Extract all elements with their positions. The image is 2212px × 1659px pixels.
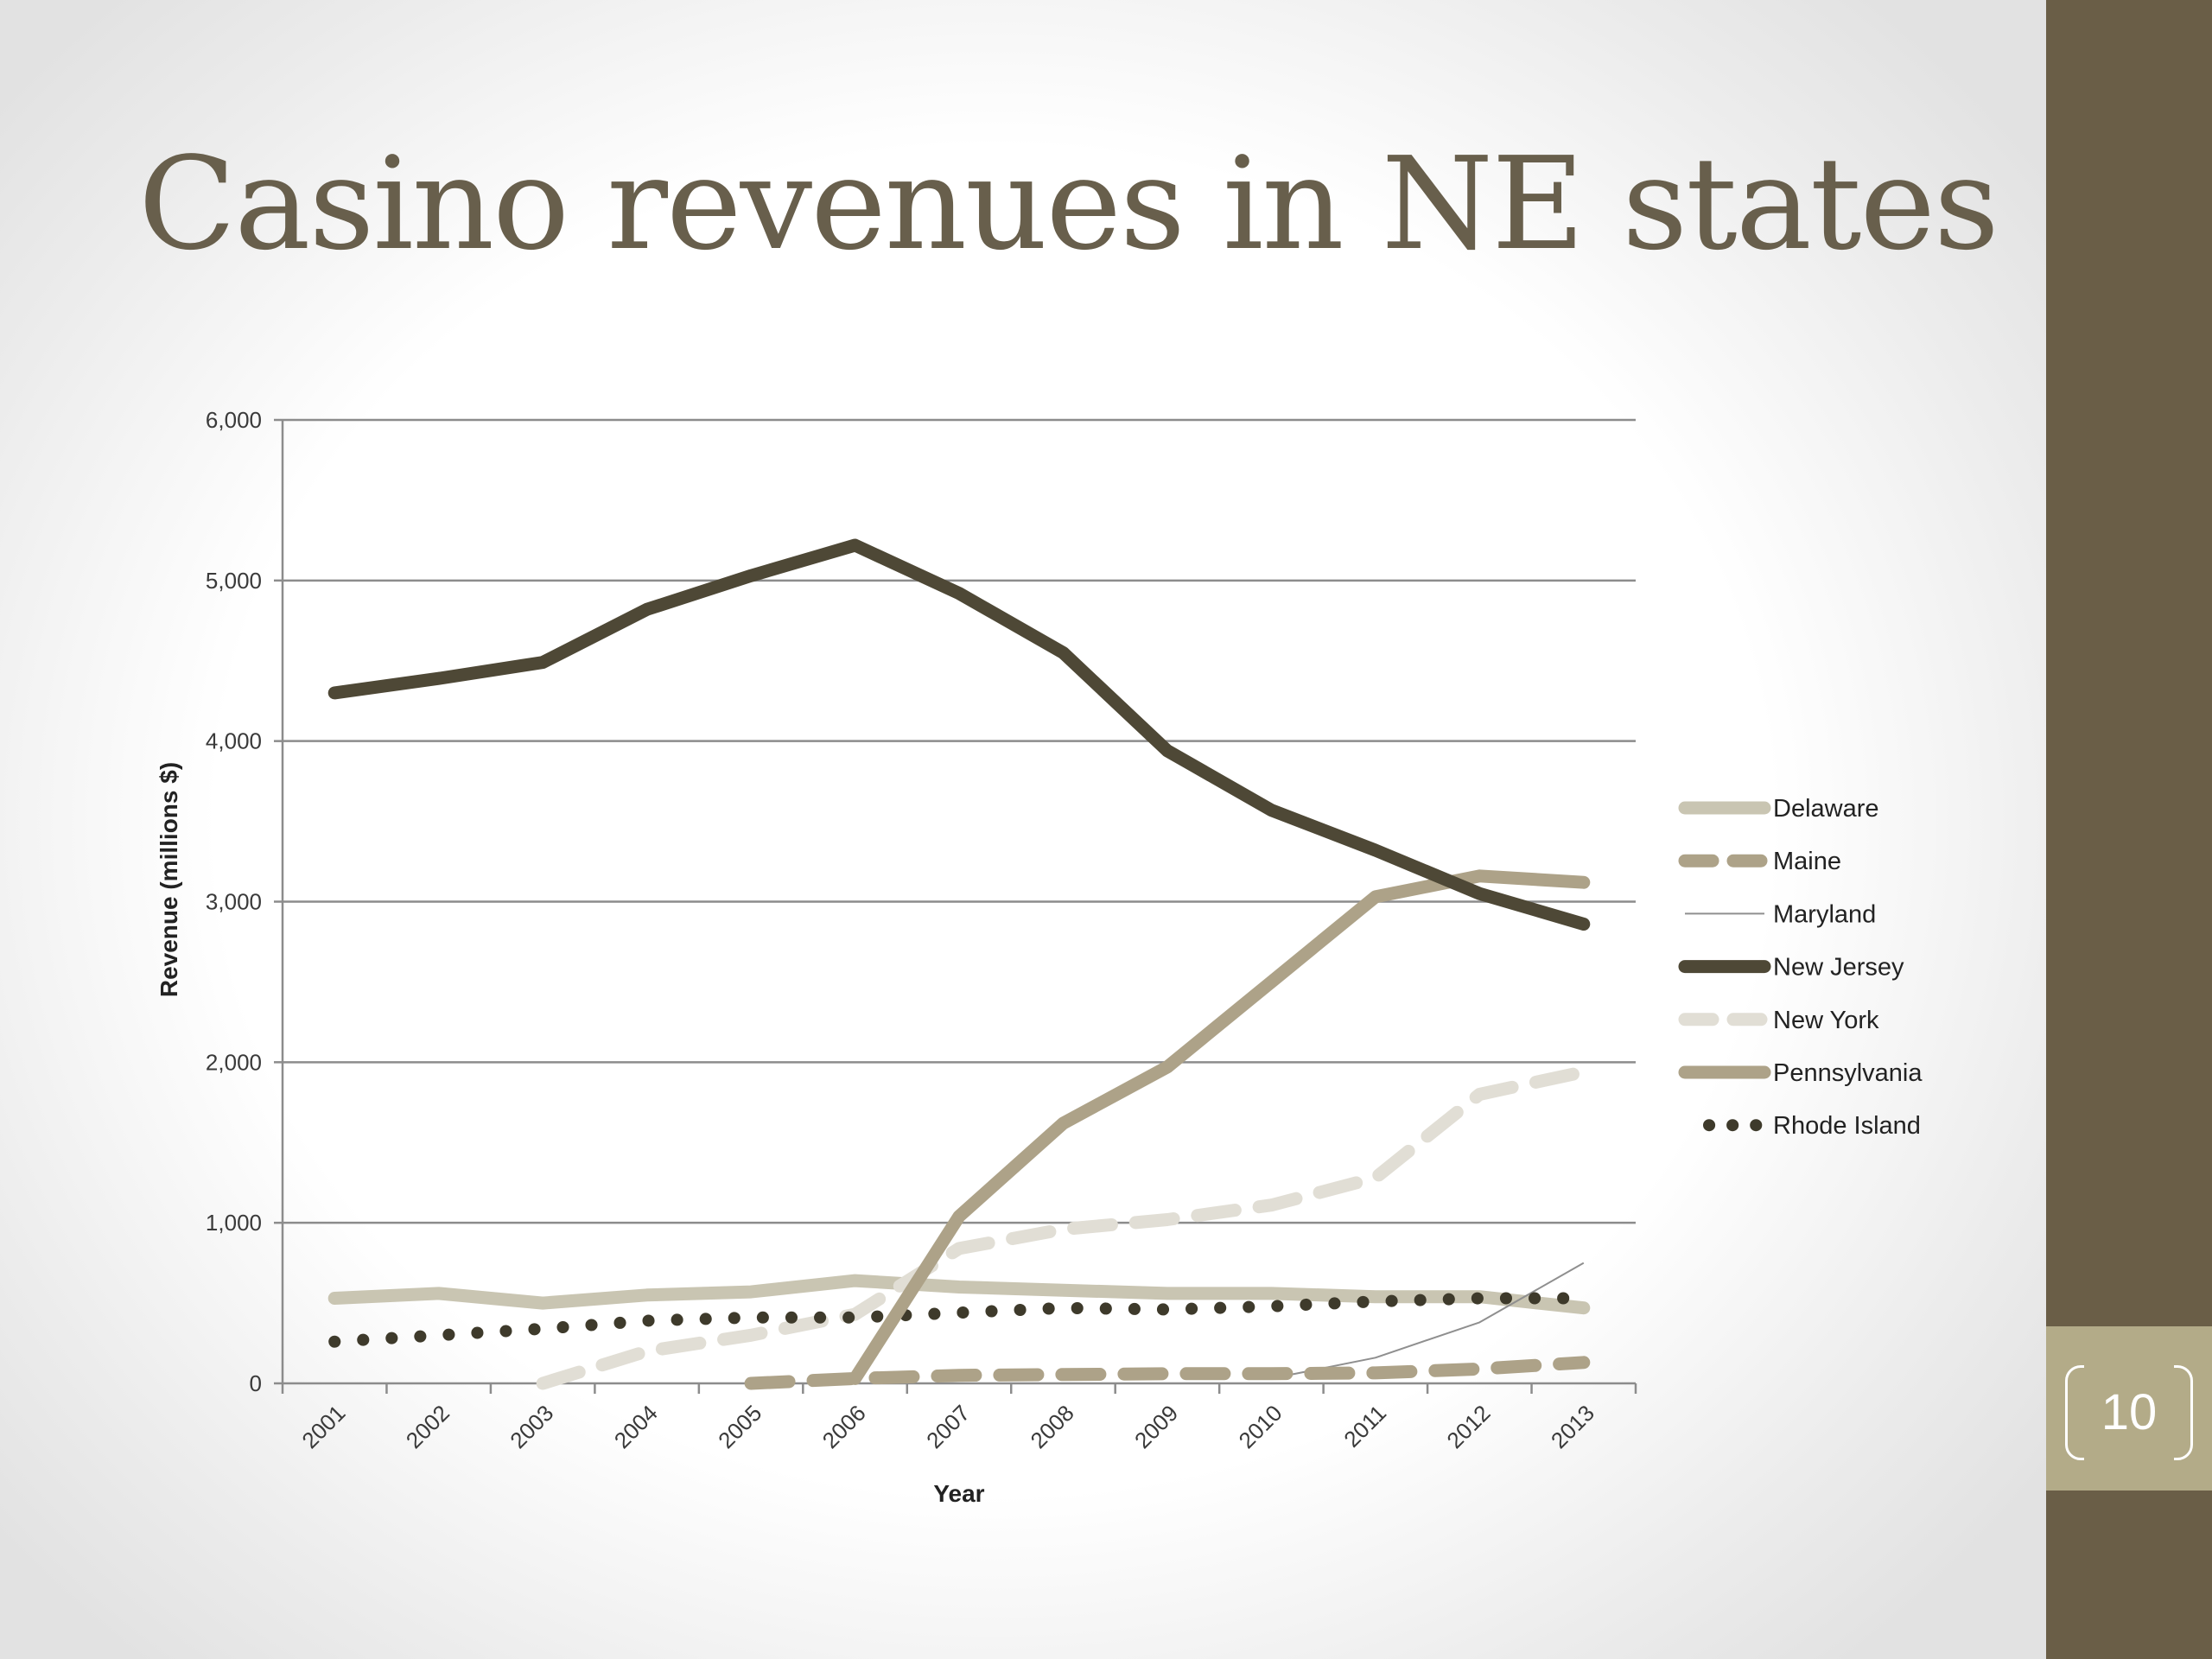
legend-label: New York bbox=[1773, 1007, 1879, 1034]
x-tick-label: 2002 bbox=[401, 1400, 454, 1453]
axes bbox=[274, 418, 1637, 1394]
y-tick-label: 2,000 bbox=[206, 1049, 262, 1075]
slide-title: Casino revenues in NE states bbox=[138, 130, 1999, 278]
x-tick-label: 2003 bbox=[505, 1400, 558, 1453]
legend-label: Delaware bbox=[1773, 795, 1879, 823]
line-chart: 0 1,000 2,000 3,000 4,000 5,000 6,000 2001 2002… bbox=[156, 407, 1923, 1507]
y-tick-label: 0 bbox=[250, 1370, 262, 1396]
x-tick-label: 2004 bbox=[609, 1400, 663, 1453]
gridlines bbox=[283, 418, 1636, 1224]
y-tick-label: 6,000 bbox=[206, 407, 262, 433]
x-tick-label: 2012 bbox=[1441, 1400, 1495, 1453]
series-line-new-york bbox=[536, 1065, 1591, 1390]
x-tick-labels: 2001 2002 2003 2004 2005 2006 2007 2008 2009 2010… bbox=[296, 1400, 1599, 1453]
x-tick-label: 2001 bbox=[296, 1400, 350, 1453]
legend: Delaware Maine Maryland New Jersey New York P… bbox=[1678, 795, 1923, 1140]
y-tick-label: 5,000 bbox=[206, 568, 262, 594]
x-tick-label: 2007 bbox=[921, 1400, 975, 1453]
y-axis-title: Revenue (millions $) bbox=[156, 762, 182, 997]
bracket-gap bbox=[2084, 1361, 2174, 1465]
y-tick-label: 1,000 bbox=[206, 1210, 262, 1236]
x-tick-label: 2011 bbox=[1338, 1400, 1391, 1452]
legend-label: Maryland bbox=[1773, 900, 1876, 928]
series-lines bbox=[327, 538, 1591, 1390]
legend-label: New Jersey bbox=[1773, 954, 1904, 982]
series-line-new-jersey bbox=[327, 538, 1591, 931]
series-line-maine bbox=[744, 1356, 1591, 1390]
x-tick-label: 2008 bbox=[1026, 1400, 1079, 1453]
x-tick-label: 2009 bbox=[1129, 1400, 1183, 1453]
legend-label: Pennsylvania bbox=[1773, 1059, 1923, 1087]
y-tick-label: 4,000 bbox=[206, 728, 262, 754]
x-tick-label: 2005 bbox=[713, 1400, 766, 1453]
series-line-delaware bbox=[327, 1274, 1591, 1315]
y-tick-label: 3,000 bbox=[206, 889, 262, 915]
legend-label: Rhode Island bbox=[1773, 1112, 1921, 1140]
x-axis-title: Year bbox=[933, 1480, 984, 1507]
x-tick-label: 2010 bbox=[1234, 1400, 1287, 1453]
y-tick-labels: 0 1,000 2,000 3,000 4,000 5,000 6,000 bbox=[206, 407, 262, 1396]
x-tick-label: 2013 bbox=[1546, 1400, 1599, 1453]
x-tick-label: 2006 bbox=[817, 1400, 871, 1453]
series-line-rhode-island bbox=[328, 1292, 1590, 1348]
page-number: 10 bbox=[2101, 1384, 2158, 1440]
legend-label: Maine bbox=[1773, 848, 1841, 875]
